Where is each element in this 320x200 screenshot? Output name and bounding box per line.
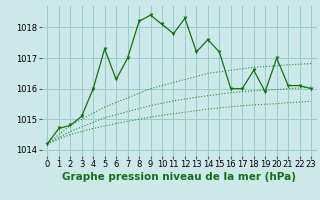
X-axis label: Graphe pression niveau de la mer (hPa): Graphe pression niveau de la mer (hPa) — [62, 172, 296, 182]
